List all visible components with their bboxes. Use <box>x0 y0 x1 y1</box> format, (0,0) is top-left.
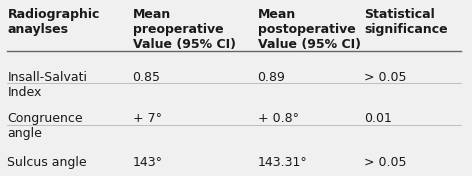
Text: 0.85: 0.85 <box>133 71 160 84</box>
Text: > 0.05: > 0.05 <box>364 156 407 169</box>
Text: + 0.8°: + 0.8° <box>258 112 299 125</box>
Text: Radiographic
anaylses: Radiographic anaylses <box>8 8 100 36</box>
Text: > 0.05: > 0.05 <box>364 71 407 84</box>
Text: Statistical
significance: Statistical significance <box>364 8 448 36</box>
Text: Insall-Salvati
Index: Insall-Salvati Index <box>8 71 87 99</box>
Text: 143.31°: 143.31° <box>258 156 307 169</box>
Text: Mean
postoperative
Value (95% CI): Mean postoperative Value (95% CI) <box>258 8 361 51</box>
Text: 0.89: 0.89 <box>258 71 286 84</box>
Text: Mean
preoperative
Value (95% CI): Mean preoperative Value (95% CI) <box>133 8 236 51</box>
Text: 143°: 143° <box>133 156 162 169</box>
Text: + 7°: + 7° <box>133 112 161 125</box>
Text: Sulcus angle: Sulcus angle <box>8 156 87 169</box>
Text: 0.01: 0.01 <box>364 112 392 125</box>
Text: Congruence
angle: Congruence angle <box>8 112 83 140</box>
